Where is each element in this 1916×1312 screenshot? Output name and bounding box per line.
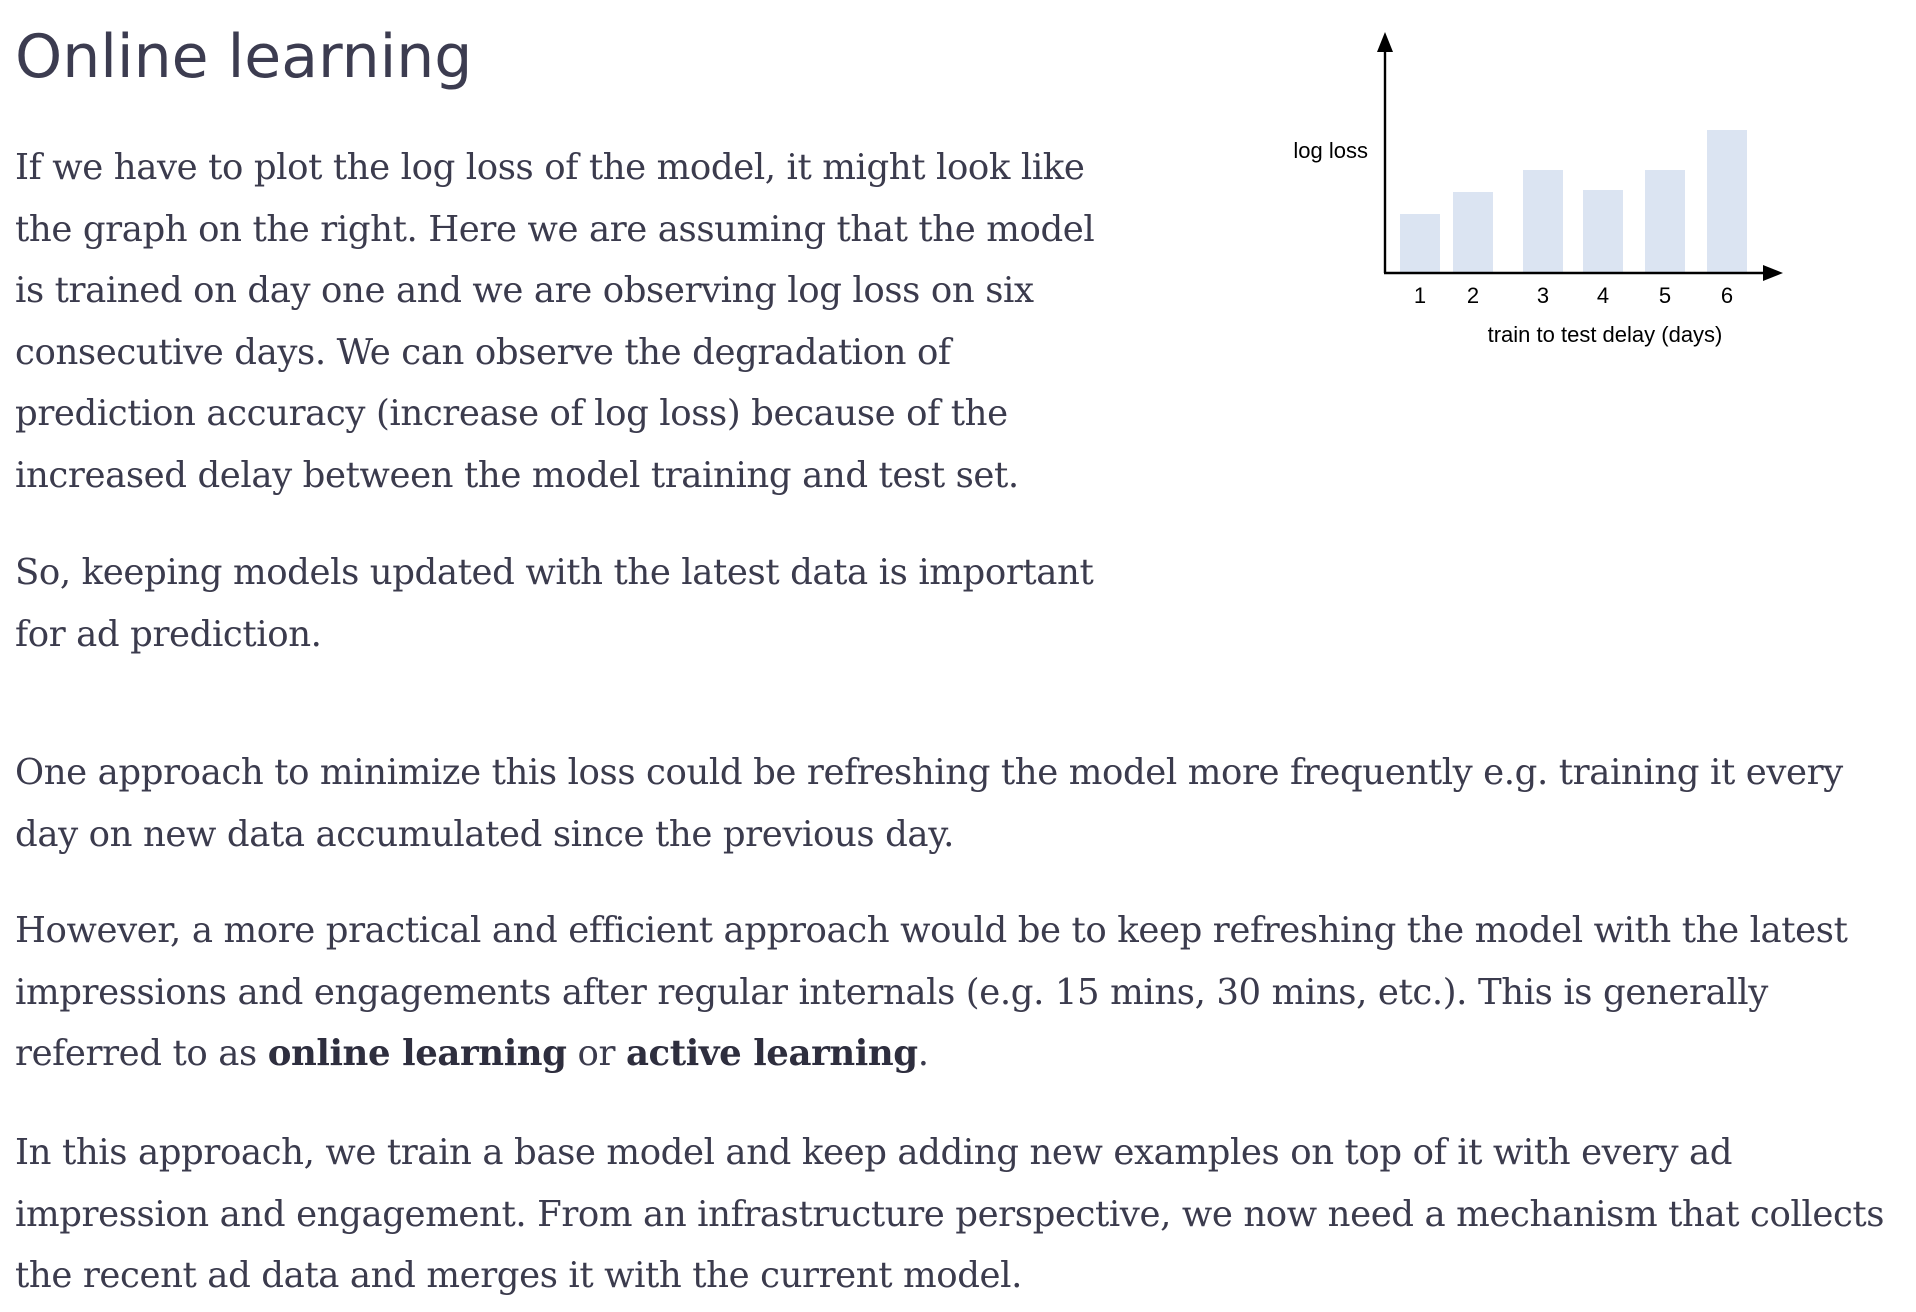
x-tick-label-5: 5 [1659,283,1671,308]
bar-day-3 [1523,170,1563,272]
bar-day-5 [1645,170,1685,272]
page-title: Online learning [15,22,473,92]
x-tick-label-2: 2 [1467,283,1479,308]
x-tick-labels: 1 2 3 4 5 6 [1414,283,1733,308]
paragraph-base-model-approach: In this approach, we train a base model … [15,1132,1885,1296]
chart-bars [1400,130,1747,272]
online-learning-term: online learning [267,1033,567,1074]
x-axis-arrow [1763,265,1783,281]
bar-day-2 [1453,192,1493,272]
bar-day-6 [1707,130,1747,272]
x-tick-label-3: 3 [1537,283,1549,308]
x-tick-label-4: 4 [1597,283,1609,308]
y-axis-arrow [1377,32,1393,52]
online-learning-text-or: or [566,1033,626,1074]
paragraph-log-loss-explanation: If we have to plot the log loss of the m… [15,147,1095,496]
paragraph-online-learning: However, a more practical and efficient … [15,900,1910,1085]
active-learning-term: active learning [625,1033,918,1074]
paragraph-refresh-daily: One approach to minimize this loss could… [15,752,1843,855]
y-axis-label: log loss [1293,138,1368,163]
x-tick-label-1: 1 [1414,283,1426,308]
online-learning-text-end: . [917,1033,929,1074]
bar-day-1 [1400,214,1440,272]
log-loss-bar-chart: log loss 1 2 3 4 5 6 train to test delay (day… [1293,32,1783,347]
paragraph-keep-models-updated: So, keeping models updated with the late… [15,552,1094,655]
online-learning-text-intro: However, a more practical and efficient … [15,910,1848,1074]
x-axis-label: train to test delay (days) [1488,322,1723,347]
bar-day-4 [1583,190,1623,272]
x-tick-label-6: 6 [1721,283,1733,308]
